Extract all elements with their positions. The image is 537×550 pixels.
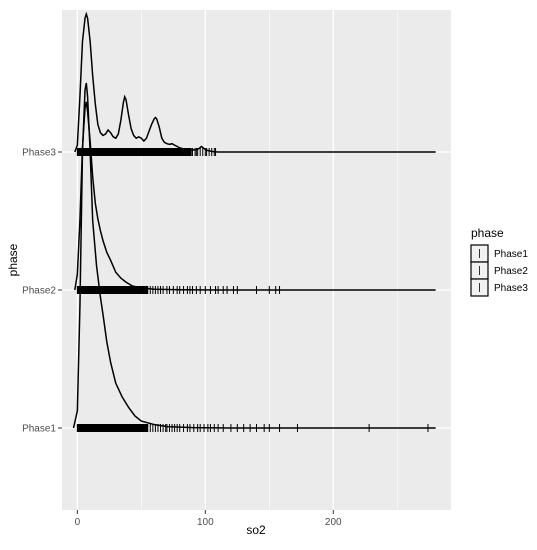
rug-marks-phase3	[76, 148, 217, 156]
x-axis-title: so2	[246, 523, 266, 537]
legend-label-phase2: Phase2	[494, 266, 528, 277]
x-tick-label: 0	[75, 517, 81, 528]
legend-title: phase	[471, 226, 504, 240]
rug-marks-phase2	[76, 286, 281, 294]
legend-label-phase3: Phase3	[494, 283, 528, 294]
density-line-phase1	[72, 82, 436, 429]
y-axis: Phase1 Phase2 Phase3	[22, 148, 62, 435]
y-tick-label: Phase1	[22, 424, 56, 435]
plot-panel	[62, 10, 451, 510]
ridge-phase1	[72, 82, 436, 432]
legend: phase Phase1 Phase2 Phase3	[470, 226, 528, 297]
y-tick-label: Phase2	[22, 286, 56, 297]
ridge-phase2	[74, 101, 436, 294]
x-tick-label: 200	[325, 517, 342, 528]
x-tick-label: 100	[197, 517, 214, 528]
y-tick-label: Phase3	[22, 148, 56, 159]
legend-label-phase1: Phase1	[494, 249, 528, 260]
rug-marks-phase1	[76, 424, 429, 432]
ridge-phase3	[74, 11, 436, 156]
x-axis: 0 100 200	[75, 510, 342, 528]
y-axis-title: phase	[6, 243, 20, 276]
density-ridges	[72, 11, 436, 432]
